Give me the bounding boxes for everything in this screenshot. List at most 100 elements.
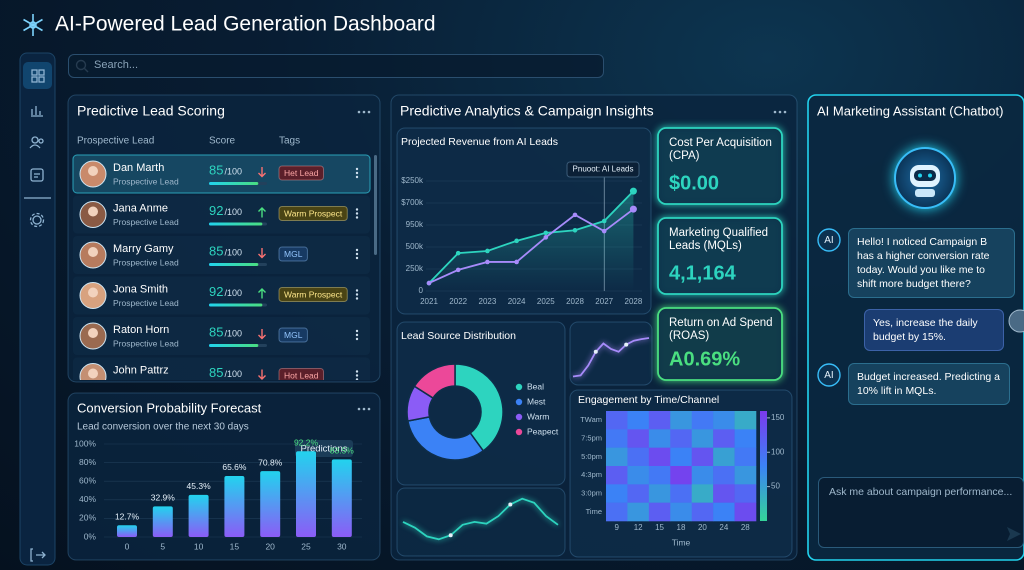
series-point [629, 187, 637, 195]
row-label: TWam [580, 415, 602, 424]
series-point [426, 280, 432, 286]
lead-score: 85 [209, 162, 223, 177]
chat-input[interactable]: Ask me about campaign performance... [818, 477, 1024, 548]
lead-row[interactable] [73, 276, 370, 315]
kpi-label: Return on Ad Spend (ROAS) [669, 317, 773, 342]
sparkline-card [569, 321, 653, 386]
heat-cell [606, 429, 628, 448]
bar [260, 471, 281, 537]
bot-body [915, 189, 935, 197]
tag-badge [278, 368, 324, 380]
score-bar [209, 344, 259, 347]
lead-row[interactable] [72, 154, 371, 194]
avatar-face [88, 287, 98, 298]
x-tick-label: 10 [194, 541, 204, 551]
kpi-value: A0.69% [669, 348, 740, 370]
panel-title: Predictive Lead Scoring [77, 103, 225, 119]
heat-cell [670, 429, 693, 448]
legend-swatch [515, 383, 523, 391]
lead-row[interactable] [73, 195, 370, 234]
y-tick-label: $700k [401, 198, 424, 207]
legend-swatch [515, 413, 523, 421]
row-menu-dot [355, 256, 359, 260]
ai-badge [817, 228, 841, 252]
y-tick-label: 80% [79, 457, 96, 467]
lead-name: Jana Anme [113, 202, 168, 214]
tag-badge [278, 246, 308, 262]
avatar-face [88, 166, 98, 176]
nav-icons[interactable] [24, 69, 51, 562]
menu-dot [773, 110, 777, 114]
trend-arrow [258, 369, 266, 380]
menu-dot [367, 407, 371, 411]
series-point [572, 212, 578, 218]
heat-cell [606, 411, 628, 430]
row-menu-dot [355, 216, 359, 219]
heat-cell [670, 466, 693, 485]
score-bar [209, 263, 259, 266]
heat-cell [627, 466, 650, 485]
legend-swatch [515, 398, 523, 406]
y-tick-label: $250k [401, 176, 424, 185]
chat-bubble: Hello! I noticed Campaign B has a higher… [848, 228, 1015, 298]
x-tick-label: 5 [160, 541, 165, 551]
heat-cell [713, 502, 735, 522]
y-tick-label: 250k [406, 264, 424, 273]
menu-dot [357, 110, 361, 114]
search-box[interactable] [68, 54, 604, 78]
x-tick-label: 25 [301, 541, 311, 551]
trend-arrow [258, 288, 266, 299]
legend-label: Beal [527, 381, 544, 391]
kpi-label: Marketing Qualified Leads (MQLs) [669, 227, 769, 252]
series-area [429, 191, 634, 291]
heat-cell [648, 447, 671, 467]
series-point [543, 235, 549, 240]
lead-list: Dan Marth Prospective Lead 85/100 Het Lead J… [72, 154, 371, 388]
tag-badge [278, 327, 308, 343]
lead-row[interactable] [73, 236, 370, 274]
bar-value-label: 83.5% [330, 446, 355, 456]
row-label: 4:3pm [581, 470, 602, 479]
page-title: AI-Powered Lead Generation Dashboard [55, 13, 436, 36]
score-suffix: /100 [224, 328, 242, 338]
x-tick-label: 30 [337, 541, 347, 551]
lead-name: Jona Smith [113, 283, 168, 295]
ai-badge-label: AI [824, 235, 833, 246]
logo-icon [23, 14, 43, 36]
lead-score: 85 [209, 324, 223, 339]
row-menu-dot [355, 293, 359, 296]
x-tick-label: 2021 [420, 297, 438, 306]
series-point [514, 238, 519, 244]
heat-cell [670, 411, 693, 430]
y-tick-label: 20% [79, 513, 96, 523]
series-point [455, 250, 461, 256]
bar-value-label: 65.6% [222, 462, 247, 472]
colorbar-label: 50 [771, 482, 780, 491]
series-point [601, 218, 607, 224]
column-header: Prospective Lead [77, 136, 154, 147]
score-track [209, 385, 267, 388]
y-tick-label: 0 [419, 286, 424, 295]
lead-row[interactable] [73, 317, 370, 355]
heat-cell [606, 502, 628, 522]
column-label: 28 [741, 523, 750, 532]
column-header: Score [209, 136, 236, 147]
legend-label: Warm [527, 411, 549, 421]
column-label: 24 [719, 523, 728, 532]
panel-title: Conversion Probability Forecast [77, 400, 262, 415]
bot-eye [918, 173, 922, 178]
kpi-card [657, 307, 783, 381]
row-menu-dot [355, 289, 359, 292]
score-suffix: /100 [224, 247, 242, 257]
row-menu-dot [355, 333, 359, 337]
score-bar [209, 303, 263, 307]
x-axis-label: Time [672, 537, 691, 547]
row-menu-dot [355, 337, 359, 341]
series-line [428, 208, 634, 284]
heat-cell [691, 429, 714, 448]
series-point [543, 230, 549, 236]
tag-label: Warm Prospect [284, 289, 343, 299]
bar [188, 494, 209, 537]
panel-subtitle: Lead conversion over the next 30 days [77, 422, 249, 433]
heat-cell [734, 502, 757, 522]
